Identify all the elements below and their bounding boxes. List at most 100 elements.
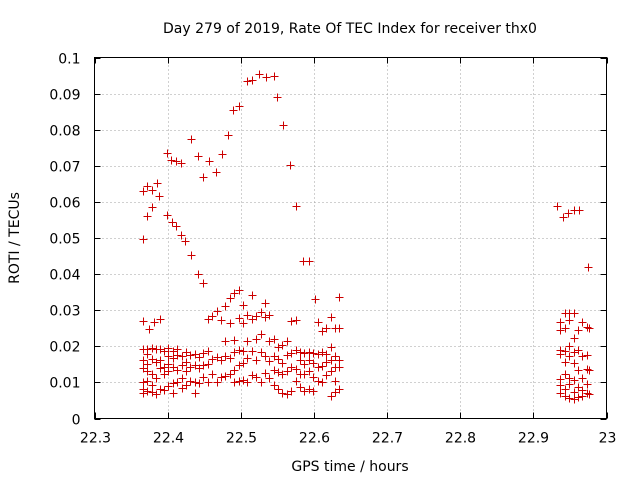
- data-point: [217, 356, 226, 365]
- y-tick-label: 0.02: [49, 340, 80, 356]
- data-point: [199, 373, 208, 382]
- data-point: [143, 182, 152, 191]
- data-point: [173, 366, 182, 375]
- x-tick-label: 22.9: [518, 431, 549, 447]
- data-point: [230, 378, 239, 387]
- data-point: [186, 351, 195, 360]
- data-point: [318, 378, 327, 387]
- data-point: [239, 376, 248, 385]
- y-tick-label: 0.05: [49, 232, 80, 248]
- y-tick-label: 0.1: [58, 52, 80, 68]
- data-point: [224, 131, 233, 140]
- data-point: [226, 370, 235, 379]
- data-point: [164, 367, 173, 376]
- data-point: [248, 371, 257, 380]
- data-point: [305, 367, 314, 376]
- data-point: [199, 279, 208, 288]
- axis-ticks: 22.3 22.4 22.5 22.6 22.7 22.8 22.9 23 0 0.01 0.02 0…: [49, 52, 616, 447]
- x-tick-label: 22.5: [226, 431, 257, 447]
- data-point: [322, 324, 331, 333]
- data-point: [187, 251, 196, 260]
- x-tick-label: 23: [599, 431, 617, 447]
- data-point: [578, 318, 587, 327]
- data-point: [292, 377, 301, 386]
- data-point: [152, 390, 161, 399]
- data-point: [570, 348, 579, 357]
- data-point: [570, 359, 579, 368]
- data-point: [148, 381, 157, 390]
- data-point: [561, 347, 570, 356]
- data-point: [177, 231, 186, 240]
- data-point: [195, 353, 204, 362]
- data-point: [292, 316, 301, 325]
- data-point: [261, 299, 270, 308]
- data-point: [318, 348, 327, 357]
- x-tick-label: 22.8: [445, 431, 476, 447]
- data-point: [283, 367, 292, 376]
- data-point: [584, 263, 593, 272]
- data-point: [286, 161, 295, 170]
- data-point: [314, 350, 323, 359]
- data-point: [239, 359, 248, 368]
- data-point: [235, 377, 244, 386]
- data-point: [212, 168, 221, 177]
- data-point: [173, 378, 182, 387]
- data-point: [305, 348, 314, 357]
- data-point: [173, 351, 182, 360]
- data-point: [252, 356, 261, 365]
- data-point: [274, 368, 283, 377]
- data-point: [327, 356, 336, 365]
- data-point: [143, 367, 152, 376]
- plot-frame: [94, 57, 607, 419]
- data-point: [257, 378, 266, 387]
- y-axis-label: ROTI / TECUs: [7, 192, 23, 284]
- data-point: [143, 360, 152, 369]
- data-point: [261, 352, 270, 361]
- data-point: [583, 365, 592, 374]
- data-point: [327, 392, 336, 401]
- data-point: [143, 350, 152, 359]
- data-point: [163, 211, 172, 220]
- data-point: [322, 350, 331, 359]
- data-point: [153, 179, 162, 188]
- data-point: [164, 360, 173, 369]
- data-point: [194, 152, 203, 161]
- data-point: [243, 378, 252, 387]
- data-point: [235, 314, 244, 323]
- data-point: [230, 366, 239, 375]
- data-point: [139, 356, 148, 365]
- data-point: [270, 72, 279, 81]
- data-point: [139, 235, 148, 244]
- data-point: [327, 343, 336, 352]
- data-point: [556, 318, 565, 327]
- data-point: [322, 358, 331, 367]
- data-point: [218, 150, 227, 159]
- data-point: [318, 362, 327, 371]
- data-point: [331, 352, 340, 361]
- data-point: [270, 335, 279, 344]
- data-point: [248, 76, 257, 85]
- data-point: [221, 337, 230, 346]
- data-point: [278, 341, 287, 350]
- data-point: [139, 389, 148, 398]
- data-point: [574, 326, 583, 335]
- data-point: [204, 378, 213, 387]
- data-point: [292, 346, 301, 355]
- data-point: [583, 380, 592, 389]
- data-point: [578, 352, 587, 361]
- data-point: [178, 352, 187, 361]
- data-point: [305, 257, 314, 266]
- data-point: [261, 369, 270, 378]
- data-point: [309, 373, 318, 382]
- data-point: [309, 359, 318, 368]
- x-tick-label: 22.6: [299, 431, 330, 447]
- data-point: [578, 392, 587, 401]
- data-point: [229, 106, 238, 115]
- data-point: [182, 381, 191, 390]
- data-point: [221, 372, 230, 381]
- data-point: [143, 377, 152, 386]
- data-point: [322, 371, 331, 380]
- data-point: [305, 385, 314, 394]
- data-point: [148, 203, 157, 212]
- data-point: [208, 312, 217, 321]
